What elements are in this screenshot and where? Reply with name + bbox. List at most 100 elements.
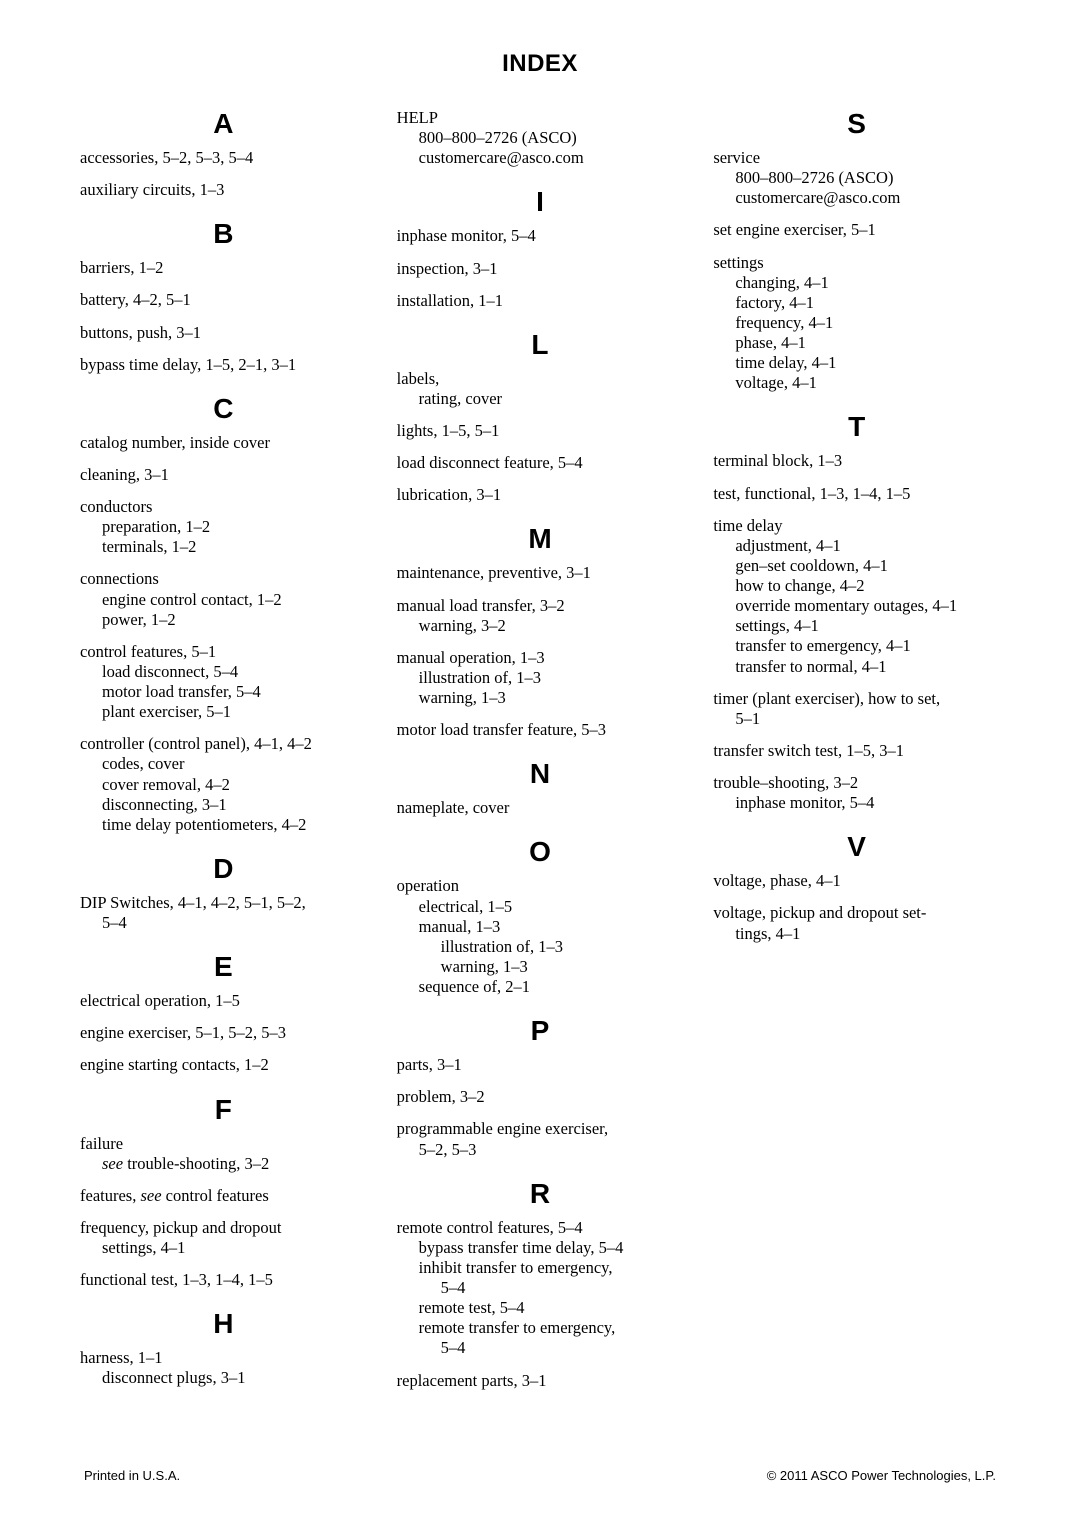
index-line: bypass transfer time delay, 5–4 [397,1238,684,1258]
index-line: labels, [397,369,684,389]
index-line: cleaning, 3–1 [80,465,367,485]
index-line: adjustment, 4–1 [713,536,1000,556]
index-line: test, functional, 1–3, 1–4, 1–5 [713,484,1000,504]
index-line: conductors [80,497,367,517]
index-line: auxiliary circuits, 1–3 [80,180,367,200]
index-entry: connectionsengine control contact, 1–2po… [80,569,367,629]
index-line: manual load transfer, 3–2 [397,596,684,616]
index-entry: test, functional, 1–3, 1–4, 1–5 [713,484,1000,504]
index-entry: settingschanging, 4–1factory, 4–1frequen… [713,253,1000,394]
index-page: INDEX Aaccessories, 5–2, 5–3, 5–4auxilia… [0,0,1080,1513]
index-line: bypass time delay, 1–5, 2–1, 3–1 [80,355,367,375]
index-line: changing, 4–1 [713,273,1000,293]
index-line: DIP Switches, 4–1, 4–2, 5–1, 5–2, [80,893,367,913]
index-entry: harness, 1–1disconnect plugs, 3–1 [80,1348,367,1388]
index-line: connections [80,569,367,589]
index-line: frequency, pickup and dropout [80,1218,367,1238]
index-entry: auxiliary circuits, 1–3 [80,180,367,200]
letter-heading: F [80,1094,367,1126]
index-entry: trouble–shooting, 3–2inphase monitor, 5–… [713,773,1000,813]
index-entry: parts, 3–1 [397,1055,684,1075]
index-line: factory, 4–1 [713,293,1000,313]
index-line: cover removal, 4–2 [80,775,367,795]
index-line: failure [80,1134,367,1154]
index-line: 5–1 [713,709,1000,729]
index-line: codes, cover [80,754,367,774]
index-line: replacement parts, 3–1 [397,1371,684,1391]
index-line: rating, cover [397,389,684,409]
letter-heading: I [397,186,684,218]
index-entry: bypass time delay, 1–5, 2–1, 3–1 [80,355,367,375]
index-entry: features, see control features [80,1186,367,1206]
index-line: 5–4 [397,1338,684,1358]
index-line: sequence of, 2–1 [397,977,684,997]
index-line: remote transfer to emergency, [397,1318,684,1338]
index-line: illustration of, 1–3 [397,937,684,957]
index-line: lights, 1–5, 5–1 [397,421,684,441]
letter-heading: R [397,1178,684,1210]
index-line: override momentary outages, 4–1 [713,596,1000,616]
index-line: voltage, pickup and dropout set- [713,903,1000,923]
index-entry: lights, 1–5, 5–1 [397,421,684,441]
index-line: buttons, push, 3–1 [80,323,367,343]
index-line: timer (plant exerciser), how to set, [713,689,1000,709]
index-line: warning, 1–3 [397,688,684,708]
index-entry: replacement parts, 3–1 [397,1371,684,1391]
index-line: gen–set cooldown, 4–1 [713,556,1000,576]
index-line: settings [713,253,1000,273]
index-line: voltage, phase, 4–1 [713,871,1000,891]
letter-heading: V [713,831,1000,863]
letter-heading: B [80,218,367,250]
index-line: control features, 5–1 [80,642,367,662]
index-line: service [713,148,1000,168]
index-entry: engine exerciser, 5–1, 5–2, 5–3 [80,1023,367,1043]
index-entry: lubrication, 3–1 [397,485,684,505]
index-entry: DIP Switches, 4–1, 4–2, 5–1, 5–2, 5–4 [80,893,367,933]
index-entry: set engine exerciser, 5–1 [713,220,1000,240]
index-line: programmable engine exerciser, [397,1119,684,1139]
index-line: operation [397,876,684,896]
index-line: load disconnect, 5–4 [80,662,367,682]
index-line: manual operation, 1–3 [397,648,684,668]
index-line: settings, 4–1 [80,1238,367,1258]
index-entry: cleaning, 3–1 [80,465,367,485]
index-entry: buttons, push, 3–1 [80,323,367,343]
index-entry: control features, 5–1load disconnect, 5–… [80,642,367,723]
letter-heading: N [397,758,684,790]
index-entry: operationelectrical, 1–5manual, 1–3illus… [397,876,684,997]
index-line: time delay [713,516,1000,536]
letter-heading: T [713,411,1000,443]
index-line: HELP [397,108,684,128]
index-line: barriers, 1–2 [80,258,367,278]
index-line: power, 1–2 [80,610,367,630]
index-line: preparation, 1–2 [80,517,367,537]
index-entry: electrical operation, 1–5 [80,991,367,1011]
index-entry: maintenance, preventive, 3–1 [397,563,684,583]
page-footer: Printed in U.S.A. © 2011 ASCO Power Tech… [80,1468,1000,1483]
index-entry: HELP800–800–2726 (ASCO)customercare@asco… [397,108,684,168]
index-entry: labels,rating, cover [397,369,684,409]
index-entry: manual operation, 1–3illustration of, 1–… [397,648,684,708]
index-entry: installation, 1–1 [397,291,684,311]
index-line: battery, 4–2, 5–1 [80,290,367,310]
index-line: transfer to normal, 4–1 [713,657,1000,677]
index-entry: accessories, 5–2, 5–3, 5–4 [80,148,367,168]
index-entry: functional test, 1–3, 1–4, 1–5 [80,1270,367,1290]
index-line: motor load transfer feature, 5–3 [397,720,684,740]
index-line: tings, 4–1 [713,924,1000,944]
index-line: transfer switch test, 1–5, 3–1 [713,741,1000,761]
index-line: nameplate, cover [397,798,684,818]
index-entry: conductorspreparation, 1–2terminals, 1–2 [80,497,367,557]
index-line: 5–4 [80,913,367,933]
index-line: problem, 3–2 [397,1087,684,1107]
letter-heading: O [397,836,684,868]
index-entry: service800–800–2726 (ASCO)customercare@a… [713,148,1000,208]
index-entry: battery, 4–2, 5–1 [80,290,367,310]
index-line: manual, 1–3 [397,917,684,937]
letter-heading: E [80,951,367,983]
index-line: warning, 3–2 [397,616,684,636]
index-line: functional test, 1–3, 1–4, 1–5 [80,1270,367,1290]
index-entry: problem, 3–2 [397,1087,684,1107]
index-line: inhibit transfer to emergency, [397,1258,684,1278]
index-entry: frequency, pickup and dropoutsettings, 4… [80,1218,367,1258]
